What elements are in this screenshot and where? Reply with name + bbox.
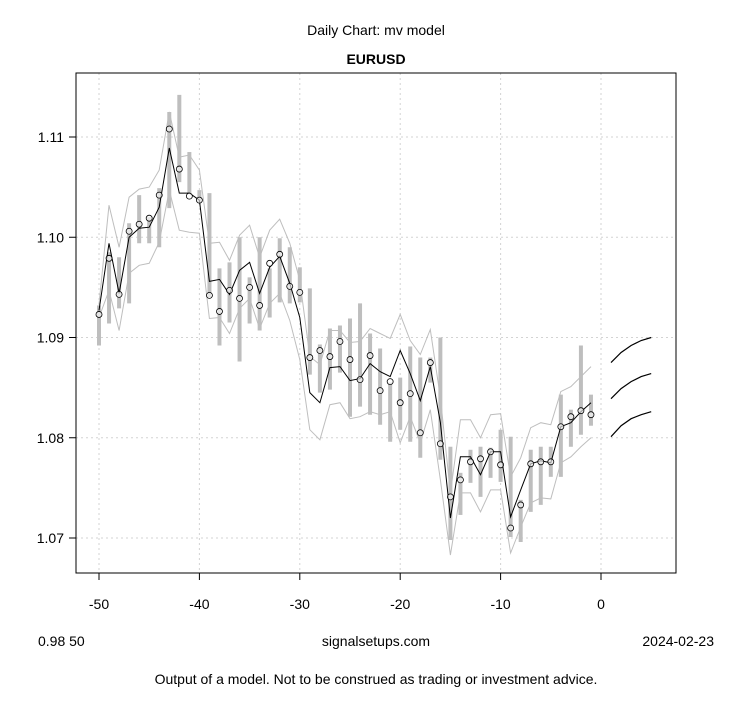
series-lines: [98, 111, 652, 556]
close-point: [587, 411, 595, 419]
close-point: [396, 399, 404, 407]
chart-title: EURUSD: [346, 51, 405, 67]
forecast-lower-line: [610, 411, 652, 438]
close-point: [406, 390, 414, 398]
model-line: [98, 147, 592, 519]
high-low-bars: [97, 94, 593, 543]
close-point: [216, 308, 223, 315]
close-point: [507, 524, 515, 532]
close-point: [557, 423, 565, 431]
close-point: [145, 214, 153, 222]
close-point: [135, 220, 143, 228]
axes: -50 -40 -30 -20 -10 0 1.07 1.08 1.09 1.10 1.11: [37, 129, 605, 612]
y-tick-label: 1.07: [37, 530, 64, 546]
close-point: [306, 354, 314, 361]
close-point: [276, 250, 284, 258]
x-tick-label: 0: [597, 596, 605, 612]
close-point: [426, 359, 434, 366]
footer-left: 0.98 50: [38, 633, 85, 649]
close-point: [326, 353, 334, 360]
close-point: [346, 356, 354, 363]
close-point: [416, 429, 424, 437]
close-point: [296, 288, 304, 296]
close-point: [436, 440, 444, 448]
close-point: [567, 413, 575, 421]
close-point: [547, 458, 555, 466]
close-point: [336, 338, 344, 345]
disclaimer: Output of a model. Not to be construed a…: [155, 671, 598, 687]
close-point: [376, 387, 384, 395]
y-tick-label: 1.11: [38, 129, 64, 145]
plot-frame: [75, 72, 677, 574]
footer-site: signalsetups.com: [322, 633, 430, 649]
close-point: [155, 191, 163, 199]
close-point: [105, 254, 113, 262]
close-point: [366, 352, 374, 359]
close-point: [206, 291, 213, 299]
x-tick-label: -40: [189, 596, 209, 612]
close-points: [95, 125, 595, 532]
close-point: [316, 347, 324, 354]
close-point: [386, 378, 394, 386]
upper-band-line: [98, 111, 592, 493]
close-point: [195, 196, 203, 204]
close-point: [266, 259, 274, 267]
close-point: [537, 458, 545, 466]
close-point: [497, 461, 505, 469]
close-point: [527, 460, 535, 468]
forecast-upper-line: [610, 336, 652, 364]
y-tick-label: 1.09: [37, 330, 64, 346]
forecast-mid-line: [610, 373, 652, 400]
lower-band-line: [98, 189, 592, 556]
close-point: [175, 165, 183, 173]
close-point: [236, 295, 243, 302]
close-point: [467, 458, 474, 466]
close-point: [165, 125, 173, 133]
close-point: [457, 476, 464, 484]
x-tick-label: -30: [290, 596, 310, 612]
footer-date: 2024-02-23: [642, 633, 714, 649]
y-tick-label: 1.10: [37, 229, 64, 245]
x-tick-label: -20: [390, 596, 410, 612]
close-point: [577, 407, 585, 415]
chart-subtitle: Daily Chart: mv model: [307, 22, 445, 38]
close-point: [115, 290, 123, 298]
y-tick-label: 1.08: [37, 430, 64, 446]
close-point: [226, 286, 233, 294]
close-point: [286, 282, 294, 290]
close-point: [487, 448, 494, 456]
close-point: [477, 455, 484, 463]
close-point: [125, 227, 133, 235]
close-point: [95, 311, 103, 318]
x-tick-label: -10: [490, 596, 510, 612]
close-point: [256, 302, 264, 309]
x-tick-label: -50: [89, 596, 109, 612]
close-point: [356, 376, 364, 384]
close-point: [246, 283, 254, 291]
close-point: [517, 501, 525, 509]
close-point: [185, 192, 193, 200]
close-point: [446, 493, 454, 501]
